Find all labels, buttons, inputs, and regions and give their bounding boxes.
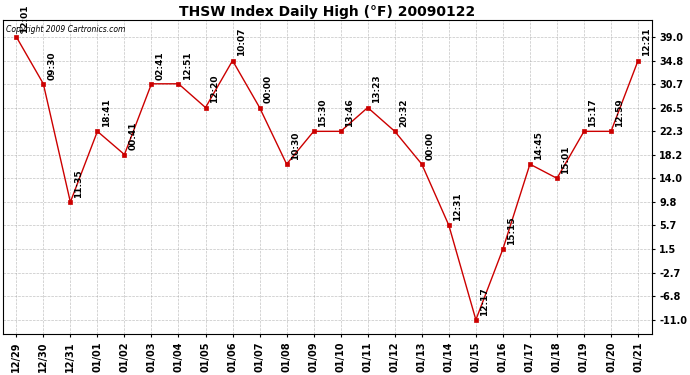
Text: 10:30: 10:30 [290,132,299,160]
Text: 15:01: 15:01 [561,146,570,174]
Text: 10:07: 10:07 [237,28,246,56]
Text: 00:00: 00:00 [426,132,435,160]
Title: THSW Index Daily High (°F) 20090122: THSW Index Daily High (°F) 20090122 [179,4,475,19]
Text: 13:46: 13:46 [345,98,354,127]
Text: 12:21: 12:21 [642,28,651,56]
Text: 11:35: 11:35 [75,169,83,198]
Text: 12:17: 12:17 [480,287,489,316]
Text: 13:23: 13:23 [372,75,381,104]
Text: 15:30: 15:30 [318,99,327,127]
Text: 15:15: 15:15 [507,216,516,245]
Text: 18:41: 18:41 [101,98,110,127]
Text: 12:20: 12:20 [210,75,219,104]
Text: 00:41: 00:41 [128,122,137,150]
Text: 12:01: 12:01 [21,4,30,33]
Text: 14:45: 14:45 [534,131,543,160]
Text: 00:00: 00:00 [264,75,273,104]
Text: 20:32: 20:32 [399,99,408,127]
Text: 02:41: 02:41 [156,51,165,80]
Text: 12:51: 12:51 [183,51,192,80]
Text: Copyright 2009 Cartronics.com: Copyright 2009 Cartronics.com [6,24,126,33]
Text: 15:17: 15:17 [588,98,597,127]
Text: 09:30: 09:30 [48,51,57,80]
Text: 12:59: 12:59 [615,98,624,127]
Text: 12:31: 12:31 [453,192,462,221]
